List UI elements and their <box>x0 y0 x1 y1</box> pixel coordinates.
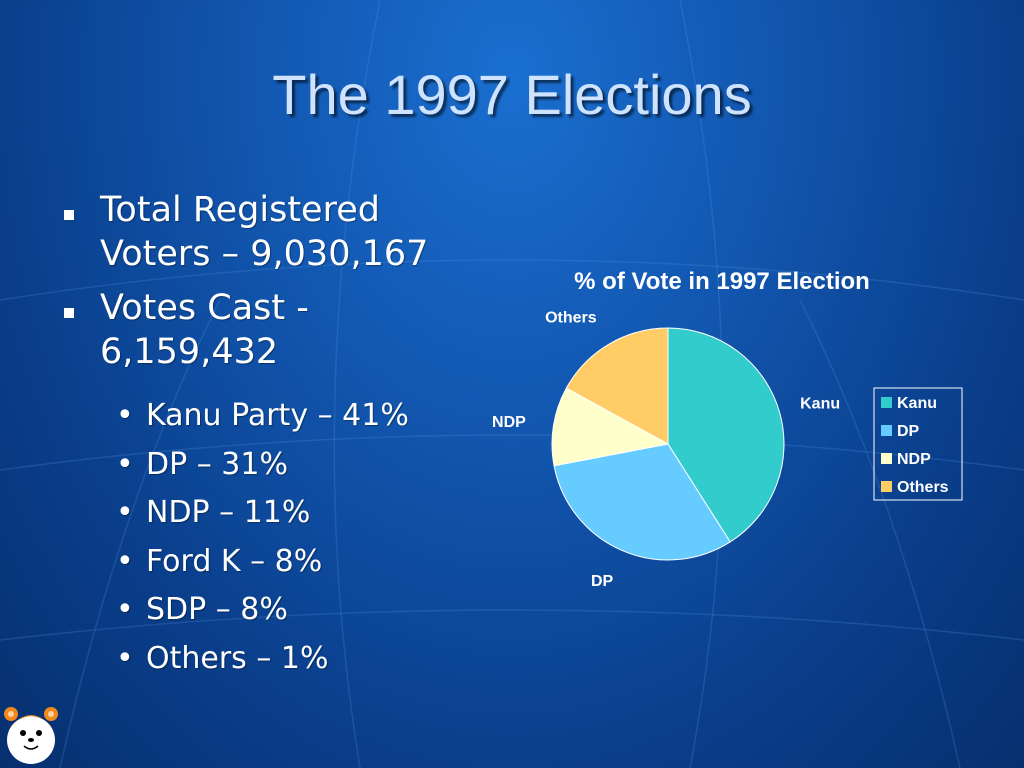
sub-bullet-item: SDP – 8% <box>116 586 409 635</box>
bullet-votes-cast: Votes Cast - 6,159,432 <box>62 286 512 374</box>
chart-title: % of Vote in 1997 Election <box>574 268 870 295</box>
slide-title: The 1997 Elections <box>272 63 752 126</box>
main-bullet-list: Total Registered Voters – 9,030,167 Vote… <box>62 188 512 384</box>
pie-slice-kanu <box>667 327 785 543</box>
sub-bullet-item: Ford K – 8% <box>116 538 409 587</box>
legend-label-dp: DP <box>897 423 920 440</box>
slice-label-others: Others <box>545 310 597 327</box>
pie-slice-ndp <box>551 387 670 467</box>
legend-swatch-others <box>881 481 892 492</box>
legend-label-ndp: NDP <box>897 451 931 468</box>
pie-chart: % of Vote in 1997 Election Kanu DP NDP Othe… <box>492 268 963 590</box>
legend-swatch-kanu <box>881 397 892 408</box>
party-results-list: Kanu Party – 41% DP – 31% NDP – 11% Ford… <box>116 392 409 683</box>
sub-bullet-item: Kanu Party – 41% <box>116 392 409 441</box>
sub-bullet-item: NDP – 11% <box>116 489 409 538</box>
legend-box <box>873 387 963 501</box>
chart-legend: Kanu DP NDP Others <box>873 387 963 501</box>
slice-label-ndp: NDP <box>492 414 526 431</box>
legend-label-kanu: Kanu <box>897 395 937 412</box>
bullet-line: 6,159,432 <box>100 332 279 372</box>
legend-swatch-ndp <box>881 453 892 464</box>
bullet-line: Votes Cast - <box>100 288 309 328</box>
pie-slice-others <box>565 327 669 445</box>
sub-bullet-item: Others – 1% <box>116 635 409 684</box>
sub-bullet-item: DP – 31% <box>116 441 409 490</box>
slice-label-dp: DP <box>591 573 614 590</box>
legend-label-others: Others <box>897 479 949 496</box>
pie-slice-dp <box>553 443 731 561</box>
bullet-registered-voters: Total Registered Voters – 9,030,167 <box>62 188 512 276</box>
bullet-line: Voters – 9,030,167 <box>100 234 429 274</box>
hamster-mascot-icon <box>4 707 58 764</box>
bullet-line: Total Registered <box>100 190 380 230</box>
slice-label-kanu: Kanu <box>800 396 840 413</box>
legend-swatch-dp <box>881 425 892 436</box>
